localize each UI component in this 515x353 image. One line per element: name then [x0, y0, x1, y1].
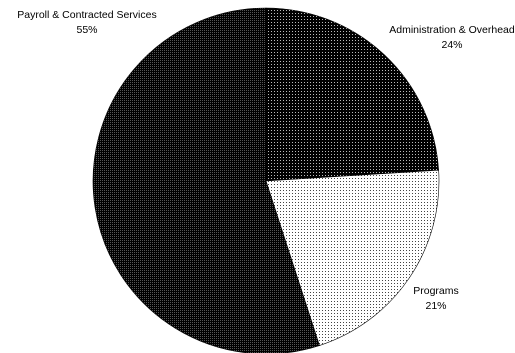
slice-administration — [265, 7, 439, 182]
slice-name-administration: Administration & Overhead — [389, 24, 515, 36]
slice-payroll — [92, 7, 320, 353]
slice-programs — [265, 169, 440, 346]
slice-name-programs: Programs — [413, 285, 459, 297]
slice-label-programs: Programs 21% — [413, 285, 459, 312]
slice-percent-administration: 24% — [441, 39, 462, 51]
pie-slices — [92, 7, 440, 353]
slice-percent-programs: 21% — [425, 300, 446, 312]
slice-label-payroll: Payroll & Contracted Services 55% — [17, 9, 156, 36]
slice-percent-payroll: 55% — [76, 24, 97, 36]
slice-name-payroll: Payroll & Contracted Services — [17, 9, 156, 21]
slice-label-administration: Administration & Overhead 24% — [389, 24, 515, 51]
